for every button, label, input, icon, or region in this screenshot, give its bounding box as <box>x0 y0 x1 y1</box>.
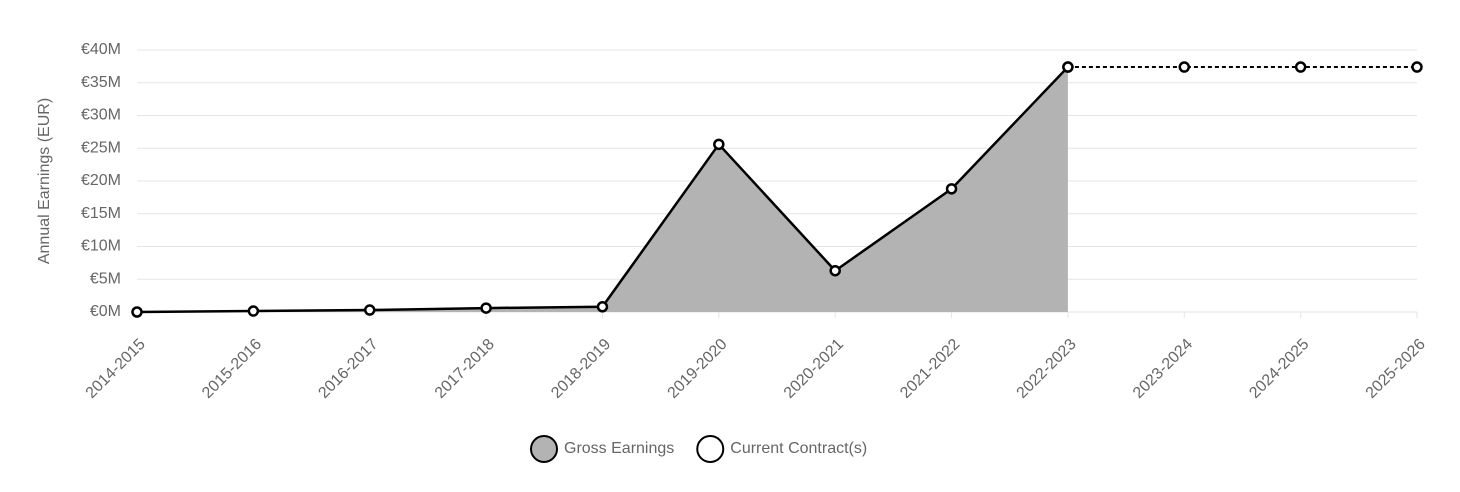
point <box>1178 61 1191 73</box>
point <box>1294 61 1307 73</box>
x-tick-label: 2021-2022 <box>897 336 963 402</box>
legend-label: Current Contract(s) <box>730 440 867 457</box>
x-tick-label: 2020-2021 <box>781 336 847 402</box>
legend-swatch <box>530 435 558 463</box>
y-tick-label: €25M <box>81 139 121 156</box>
y-tick-label: €40M <box>81 41 121 58</box>
y-tick-label: €35M <box>81 74 121 91</box>
x-tick-label: 2019-2020 <box>665 336 731 402</box>
x-tick-label: 2017-2018 <box>432 336 498 402</box>
x-tick-label: 2024-2025 <box>1246 336 1312 402</box>
y-tick-label: €10M <box>81 238 121 255</box>
x-tick-label: 2018-2019 <box>548 336 614 402</box>
point <box>829 264 841 277</box>
point <box>596 301 609 313</box>
x-tick-label: 2015-2016 <box>199 336 265 402</box>
point <box>131 306 143 318</box>
point <box>1062 61 1074 73</box>
point <box>247 305 260 317</box>
y-tick-label: €5M <box>90 270 121 287</box>
x-tick-label: 2025-2026 <box>1363 336 1429 402</box>
y-tick-label: €0M <box>90 303 121 320</box>
y-axis-title: Annual Earnings (EUR) <box>36 98 53 264</box>
legend-label: Gross Earnings <box>564 440 674 457</box>
legend-swatch <box>696 435 725 463</box>
x-tick-label: 2023-2024 <box>1130 336 1196 402</box>
area <box>137 67 1068 312</box>
point <box>363 304 376 316</box>
x-tick-label: 2022-2023 <box>1014 336 1080 402</box>
y-tick-label: €30M <box>81 107 121 124</box>
x-tick-label: 2014-2015 <box>83 336 149 402</box>
point <box>945 183 958 195</box>
point <box>480 302 492 314</box>
y-tick-label: €15M <box>81 205 121 222</box>
point <box>713 138 725 151</box>
y-tick-label: €20M <box>81 172 121 189</box>
x-tick-label: 2016-2017 <box>315 336 381 402</box>
point <box>1411 61 1423 73</box>
